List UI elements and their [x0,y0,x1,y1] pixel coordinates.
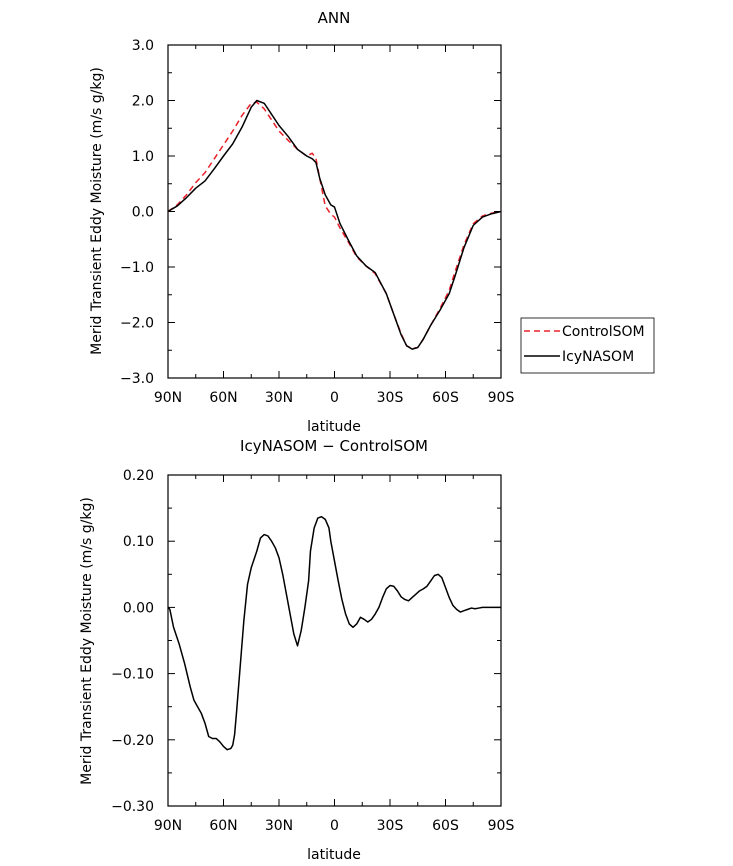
bottom-series-line-difference [167,515,501,751]
top-y-tick-label: 0.0 [132,205,154,221]
top-y-tick-label: −2.0 [120,316,154,332]
legend-box [520,317,655,374]
top-series-line-controlsom [167,101,502,350]
top-y-tick-label: −1.0 [120,260,154,276]
bottom-y-tick-label: 0.10 [123,534,154,550]
bottom-x-tick-label: 60N [209,818,237,834]
bottom-axis-ticks [167,474,502,807]
bottom-y-tick-labels: −0.30 −0.20 −0.10 0.00 0.10 0.20 [111,468,154,815]
top-x-tick-label: 30S [377,390,404,406]
top-chart-title: ANN [318,9,351,27]
top-x-tick-label: 90N [154,390,182,406]
top-y-tick-label: 1.0 [132,149,154,165]
bottom-x-tick-label: 30S [377,818,404,834]
bottom-y-tick-label: −0.30 [111,799,154,815]
top-y-tick-labels: −3.0 −2.0 −1.0 0.0 1.0 2.0 3.0 [120,38,154,387]
top-x-tick-label: 0 [330,390,339,406]
bottom-x-axis-label: latitude [307,847,361,863]
top-y-axis-label: Merid Transient Eddy Moisture (m/s g/kg) [89,67,105,355]
bottom-y-tick-label: −0.10 [111,667,154,683]
bottom-x-tick-label: 60S [432,818,459,834]
top-x-tick-label: 90S [488,390,515,406]
top-y-tick-label: −3.0 [120,371,154,387]
bottom-x-tick-label: 90S [488,818,515,834]
top-plot-frame [167,44,502,379]
legend: ControlSOM IcyNASOM [520,317,655,374]
top-y-tick-label: 3.0 [132,38,154,54]
top-x-axis-label: latitude [307,419,361,435]
bottom-y-tick-label: −0.20 [111,733,154,749]
bottom-y-tick-label: 0.20 [123,468,154,484]
bottom-y-tick-label: 0.00 [123,600,154,616]
legend-label-icynasom: IcyNASOM [562,349,634,365]
top-x-tick-label: 60N [209,390,237,406]
top-series-line-icynasom [167,99,502,350]
bottom-y-axis-label: Merid Transient Eddy Moisture (m/s g/kg) [79,497,95,785]
legend-label-controlsom: ControlSOM [562,324,645,340]
top-axis-ticks [167,44,502,379]
top-series-lines [167,99,502,350]
top-x-tick-label: 30N [265,390,293,406]
bottom-series-lines [167,515,501,751]
bottom-chart-panel: IcyNASOM − ControlSOM 90N 60N 30N 0 30S 60S 90… [79,437,514,863]
top-y-tick-label: 2.0 [132,94,154,110]
bottom-x-tick-label: 0 [330,818,339,834]
bottom-plot-frame [167,474,502,807]
bottom-chart-title: IcyNASOM − ControlSOM [240,437,428,455]
top-x-tick-labels: 90N 60N 30N 0 30S 60S 90S [154,390,515,406]
top-x-tick-label: 60S [432,390,459,406]
top-chart-panel: ANN 90N 60N 30N 0 30S 60S 90S −3.0 −2.0 −1.0 0.0 1… [89,9,655,435]
bottom-x-tick-label: 30N [265,818,293,834]
bottom-x-tick-labels: 90N 60N 30N 0 30S 60S 90S [154,818,515,834]
bottom-x-tick-label: 90N [154,818,182,834]
